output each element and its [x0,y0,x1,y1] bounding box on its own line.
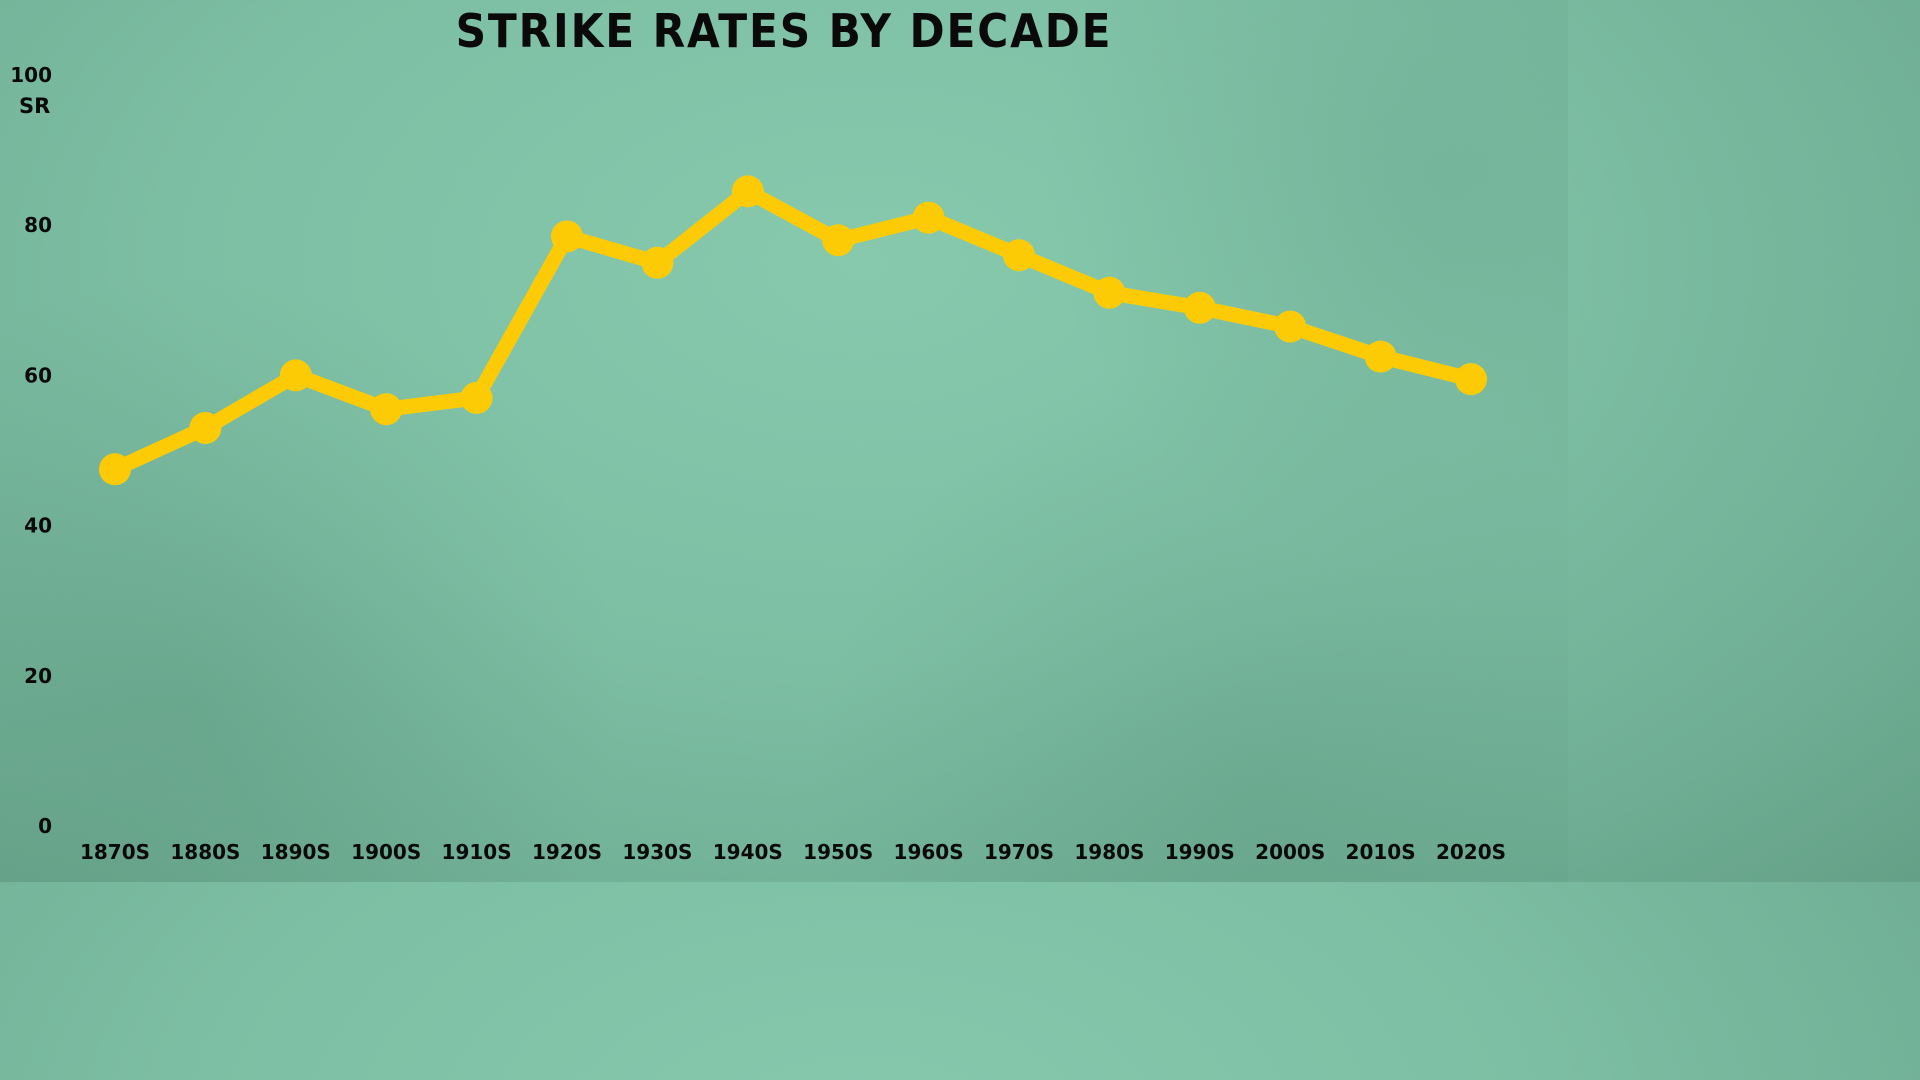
x-axis-ticks: 1870S 1880S 1890S 1900S 1910S 1920S 1930S 1940S… [80,840,1506,864]
x-tick-label: 1990S [1165,840,1235,864]
x-tick-label: 2010S [1346,840,1416,864]
data-point [551,220,583,253]
data-point [99,453,131,486]
x-tick-label: 1960S [894,840,964,864]
data-point [731,175,764,208]
x-tick-label: 1980S [1074,840,1144,864]
data-point [1455,363,1487,396]
data-point [1093,276,1126,309]
x-tick-label: 2000S [1255,840,1325,864]
x-tick-label: 1930S [622,840,692,864]
y-tick-label: 60 [24,363,52,387]
data-point [370,393,403,426]
y-tick-label: 20 [24,664,52,688]
data-point [1274,310,1307,343]
data-point [912,201,945,234]
y-axis-ticks: 0 20 40 60 80 100 [10,63,52,838]
data-point [1364,340,1397,373]
x-tick-label: 1920S [532,840,602,864]
y-tick-label: 0 [38,814,52,838]
data-point [279,359,312,392]
data-point [1003,239,1035,272]
x-tick-label: 1890S [261,840,331,864]
data-point [189,411,222,444]
x-tick-label: 1970S [984,840,1054,864]
y-tick-label: 40 [24,514,52,538]
x-tick-label: 1880S [170,840,240,864]
y-tick-label: 80 [24,213,52,237]
series-group [99,175,1487,486]
y-axis-label: SR [19,94,50,118]
x-tick-label: 2020S [1436,840,1506,864]
x-tick-label: 1950S [803,840,873,864]
x-tick-label: 1870S [80,840,150,864]
x-tick-label: 1910S [442,840,512,864]
series-line [107,183,1479,477]
line-chart: 0 20 40 60 80 100 SR 1870S 1880S 1890S 1900S 1910… [10,63,1506,864]
y-tick-label: 100 [10,63,52,87]
chart-title: STRIKE RATES BY DECADE [455,4,1113,58]
data-point [1183,291,1216,324]
data-point [822,224,855,257]
data-point [641,246,674,279]
data-point [460,381,493,414]
x-tick-label: 1900S [351,840,421,864]
x-tick-label: 1940S [713,840,783,864]
